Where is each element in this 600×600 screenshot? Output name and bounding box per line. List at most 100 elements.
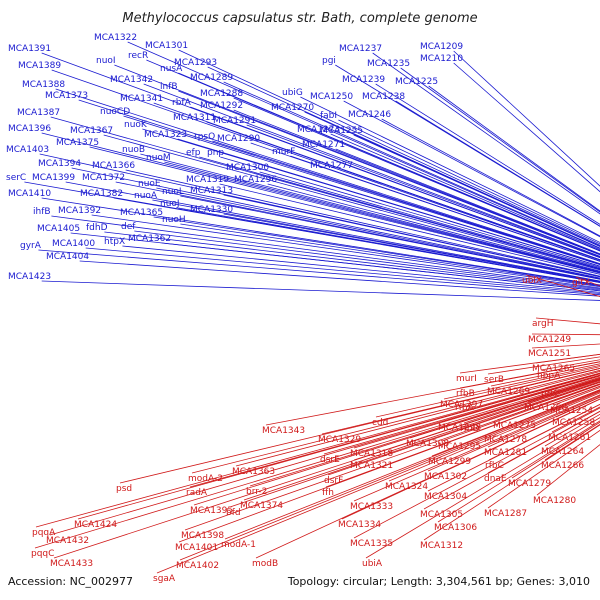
reverse-gene-label[interactable]: modA-2 (188, 474, 223, 484)
forward-gene-label[interactable]: murF (272, 147, 295, 157)
reverse-gene-label[interactable]: ubiX (522, 276, 542, 286)
reverse-gene-label[interactable]: bfd (226, 508, 241, 518)
forward-gene-label[interactable]: MCA1391 (8, 44, 51, 54)
forward-gene-label[interactable]: MCA1292 (200, 101, 243, 111)
forward-gene-label[interactable]: MCA1387 (17, 108, 60, 118)
forward-gene-label[interactable]: htpX (104, 237, 125, 247)
forward-gene-label[interactable]: MCA1288 (200, 89, 243, 99)
reverse-gene-label[interactable]: prlC (541, 389, 559, 399)
reverse-gene-label[interactable]: serB (484, 375, 504, 385)
reverse-gene-label[interactable]: MCA1275 (493, 421, 536, 431)
reverse-gene-label[interactable]: hppA (537, 371, 561, 381)
reverse-gene-label[interactable]: dsrE (320, 455, 340, 465)
reverse-gene-label[interactable]: MCA1251 (528, 349, 571, 359)
reverse-gene-label[interactable]: rfbA (455, 403, 475, 413)
reverse-gene-label[interactable]: gltX (572, 278, 590, 288)
reverse-gene-label[interactable]: MCA1308 (406, 439, 449, 449)
reverse-gene-label[interactable]: dsrF (324, 476, 343, 486)
forward-gene-label[interactable]: MCA1330 (190, 205, 233, 215)
forward-gene-label[interactable]: MCA1225 (395, 77, 438, 87)
reverse-gene-label[interactable]: psd (116, 484, 132, 494)
reverse-gene-label[interactable]: MCA1281 (484, 448, 527, 458)
reverse-gene-label[interactable]: radA (186, 488, 208, 498)
forward-gene-label[interactable]: pnp (207, 148, 224, 158)
forward-gene-label[interactable]: MCA1273 (297, 125, 340, 135)
reverse-gene-label[interactable]: MCA1324 (385, 482, 428, 492)
reverse-gene-label[interactable]: MCA1266 (541, 461, 584, 471)
reverse-gene-label[interactable]: pqqC (31, 549, 54, 559)
forward-gene-label[interactable]: fdhD (86, 223, 108, 233)
forward-gene-label[interactable]: MCA1342 (110, 75, 153, 85)
forward-gene-label[interactable]: MCA1210 (420, 54, 463, 64)
reverse-gene-label[interactable]: MCA1280 (533, 496, 576, 506)
reverse-gene-label[interactable]: MCA1261 (548, 433, 591, 443)
forward-gene-label[interactable]: MCA1322 (94, 33, 137, 43)
forward-gene-label[interactable]: infB (160, 82, 178, 92)
reverse-gene-label[interactable]: MCA1297 (440, 400, 483, 410)
forward-gene-label[interactable]: fabI (320, 111, 337, 121)
reverse-gene-label[interactable]: MCA1312 (420, 541, 463, 551)
reverse-gene-label[interactable]: MCA1295 (438, 442, 481, 452)
forward-gene-label[interactable]: MCA1389 (18, 61, 61, 71)
reverse-gene-label[interactable]: ubiA (362, 559, 383, 569)
forward-gene-label[interactable]: MCA1362 (128, 234, 171, 244)
reverse-gene-label[interactable]: MCA1395 (190, 506, 233, 516)
reverse-gene-label[interactable]: pqqA (32, 528, 56, 538)
forward-gene-label[interactable]: MCA1301 (145, 41, 188, 51)
forward-gene-label[interactable]: nuoB (122, 145, 145, 155)
forward-gene-label[interactable]: MCA1238 (362, 92, 405, 102)
forward-gene-label[interactable]: nuoM (146, 153, 171, 163)
reverse-gene-label[interactable]: MCA1302 (424, 472, 467, 482)
forward-gene-label[interactable]: MCA1313 (190, 186, 233, 196)
forward-gene-label[interactable]: MCA1291 (213, 116, 256, 126)
forward-gene-label[interactable]: nuoI (96, 56, 116, 66)
forward-gene-label[interactable]: nuoA (134, 191, 158, 201)
reverse-gene-label[interactable]: MCA1287 (484, 509, 527, 519)
forward-gene-label[interactable]: MCA1373 (45, 91, 88, 101)
reverse-gene-label[interactable]: rfbD (460, 424, 480, 434)
forward-gene-label[interactable]: MCA1366 (92, 161, 135, 171)
forward-gene-label[interactable]: MCA1365 (120, 208, 163, 218)
forward-gene-label[interactable]: nuoL (162, 187, 184, 197)
reverse-gene-label[interactable]: modB (252, 559, 278, 569)
reverse-gene-label[interactable]: argH (532, 319, 554, 329)
reverse-gene-label[interactable]: MCA1329 (318, 435, 361, 445)
forward-gene-label[interactable]: MCA1311 (173, 113, 216, 123)
reverse-gene-label[interactable]: MCA1424 (74, 520, 117, 530)
reverse-gene-label[interactable]: cdd (372, 418, 388, 428)
forward-gene-label[interactable]: gyrA (20, 241, 42, 251)
reverse-gene-label[interactable]: MCA1433 (50, 559, 93, 569)
forward-gene-label[interactable]: MCA1237 (339, 44, 382, 54)
forward-gene-label[interactable]: MCA1209 (420, 42, 463, 52)
forward-gene-label[interactable]: nuoCD (100, 107, 130, 117)
reverse-gene-label[interactable]: MCA1265 (532, 364, 575, 374)
reverse-gene-label[interactable]: MCA1279 (508, 479, 551, 489)
reverse-gene-label[interactable]: MCA1304 (424, 492, 467, 502)
forward-gene-label[interactable]: rbfA (172, 98, 192, 108)
reverse-gene-label[interactable]: MCA1298 (438, 423, 481, 433)
reverse-gene-label[interactable]: MCA1363 (232, 467, 275, 477)
forward-gene-label[interactable]: recR (128, 51, 148, 61)
reverse-gene-label[interactable]: MCA1432 (46, 536, 89, 546)
forward-gene-label[interactable]: MCA1235 (367, 59, 410, 69)
reverse-gene-label[interactable]: ffh (322, 488, 334, 498)
forward-gene-label[interactable]: MCA1392 (58, 206, 101, 216)
forward-gene-label[interactable]: nuoH (162, 215, 186, 225)
reverse-gene-label[interactable]: MCA1398 (181, 531, 224, 541)
reverse-gene-label[interactable]: MCA1402 (176, 561, 219, 571)
forward-gene-label[interactable]: MCA1250 (310, 92, 353, 102)
forward-gene-label[interactable]: MCA1296 (234, 175, 277, 185)
forward-gene-label[interactable]: MCA1367 (70, 126, 113, 136)
forward-gene-label[interactable]: MCA1277 (310, 161, 353, 171)
forward-gene-label[interactable]: ihfB (33, 207, 51, 217)
forward-gene-label[interactable]: nuoK (124, 120, 148, 130)
reverse-gene-label[interactable]: MCA1401 (175, 543, 218, 553)
forward-gene-label[interactable]: MCA1405 (37, 224, 80, 234)
reverse-gene-label[interactable]: rfbC (485, 461, 504, 471)
forward-gene-label[interactable]: MCA1255 (320, 126, 363, 136)
reverse-gene-label[interactable]: MCA1268 (524, 403, 567, 413)
forward-gene-label[interactable]: nuoE (138, 179, 161, 189)
forward-gene-label[interactable]: MCA1388 (22, 80, 65, 90)
reverse-gene-label[interactable]: MCA1321 (350, 461, 393, 471)
forward-gene-label[interactable]: nusA (160, 64, 183, 74)
